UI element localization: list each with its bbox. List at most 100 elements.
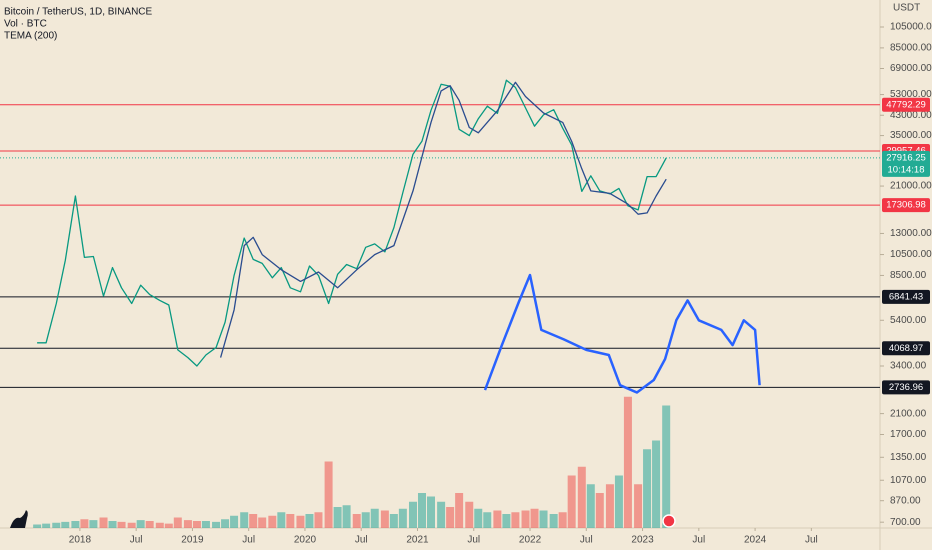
volume-bar: [230, 515, 239, 528]
event-flag[interactable]: [662, 514, 676, 528]
volume-bar: [52, 522, 61, 528]
volume-bar: [183, 520, 192, 528]
level-label: 2736.96: [889, 382, 923, 393]
volume-bar: [42, 523, 51, 528]
y-tick-label: 53000.00: [890, 89, 932, 100]
level-label: 6841.43: [889, 291, 923, 302]
volume-bar: [221, 519, 230, 528]
legend-entry: Vol · BTC: [4, 19, 47, 30]
plot-area: [0, 79, 880, 528]
volume-bar: [408, 501, 417, 528]
y-tick-label: 1070.00: [890, 475, 927, 486]
y-tick-label: 13000.00: [890, 228, 932, 239]
volume-bar: [511, 512, 520, 528]
volume-bar: [446, 507, 455, 528]
x-tick-label: Jul: [692, 535, 705, 546]
volume-bar: [634, 484, 643, 528]
y-tick-label: 1700.00: [890, 429, 927, 440]
volume-bar: [314, 512, 323, 528]
y-tick-label: 3400.00: [890, 361, 927, 372]
volume-bar: [398, 508, 407, 528]
y-tick-label: 10500.00: [890, 249, 932, 260]
volume-bar: [136, 520, 145, 528]
countdown: 10:14:18: [888, 164, 925, 175]
volume-bar: [465, 501, 474, 528]
x-tick-label: Jul: [805, 535, 818, 546]
volume-bar: [342, 505, 351, 528]
volume-bar: [201, 521, 210, 528]
volume-bar: [258, 517, 267, 528]
volume-bar: [567, 475, 576, 528]
volume-bar: [549, 514, 558, 528]
last-price-box: [882, 150, 930, 177]
volume-bar: [296, 515, 305, 528]
volume-bar: [483, 512, 492, 528]
volume-bar: [426, 496, 435, 528]
level-label-box: [882, 289, 930, 304]
volume-bar: [623, 396, 632, 528]
x-tick-label: Jul: [355, 535, 368, 546]
volume-bar: [437, 501, 446, 528]
volume-bar: [389, 514, 398, 528]
level-label: 4068.97: [889, 343, 923, 354]
volume-bar: [652, 440, 661, 528]
level-label-box: [882, 341, 930, 356]
volume-bar: [277, 512, 286, 528]
volume-bar: [539, 510, 548, 528]
volume-bar: [89, 520, 98, 528]
volume-bar: [99, 517, 108, 528]
volume-bar: [173, 517, 182, 528]
level-label-box: [882, 198, 930, 213]
y-tick-label: 21000.00: [890, 181, 932, 192]
x-tick-label: 2020: [294, 535, 317, 546]
last-price-label: 27916.25: [886, 152, 926, 163]
volume-bar: [380, 510, 389, 528]
volume-bar: [605, 484, 614, 528]
series-line: [37, 79, 667, 367]
x-tick-label: Jul: [242, 535, 255, 546]
volume-bar: [212, 521, 221, 528]
volume-bar: [352, 514, 361, 528]
volume-bar: [192, 521, 201, 528]
volume-bar: [577, 466, 586, 528]
volume-bar: [595, 493, 604, 528]
volume-bar: [417, 493, 426, 528]
series-line: [219, 81, 667, 358]
y-tick-label: 1350.00: [890, 452, 927, 463]
y-tick-label: 35000.00: [890, 130, 932, 141]
volume-bar: [474, 508, 483, 528]
volume-bar: [155, 522, 164, 528]
volume-bar: [586, 484, 595, 528]
level-label-box: [882, 97, 930, 112]
x-tick-label: Jul: [580, 535, 593, 546]
level-label-box: [882, 380, 930, 395]
volume-bar: [240, 512, 249, 528]
y-tick-label: 700.00: [890, 517, 921, 528]
volume-bar: [127, 522, 136, 528]
volume-bar: [333, 507, 342, 528]
volume-bar: [145, 521, 154, 528]
x-tick-label: 2023: [631, 535, 654, 546]
y-tick-label: 2100.00: [890, 408, 927, 419]
x-tick-label: Jul: [130, 535, 143, 546]
volume-bar: [108, 521, 117, 528]
volume-bar: [249, 514, 258, 528]
level-label: 47792.29: [886, 99, 926, 110]
volume-bar: [268, 515, 277, 528]
volume-bar: [493, 510, 502, 528]
volume-bar: [164, 523, 173, 528]
volume-bar: [80, 519, 89, 528]
chart-title: Bitcoin / TetherUS, 1D, BINANCE: [4, 7, 153, 18]
y-tick-label: 5400.00: [890, 315, 927, 326]
volume-bar: [521, 510, 530, 528]
volume-bar: [361, 512, 370, 528]
y-tick-label: 85000.00: [890, 43, 932, 54]
volume-bar: [324, 461, 333, 528]
volume-bar: [33, 524, 42, 528]
y-tick-label: 69000.00: [890, 63, 932, 74]
volume-bar: [286, 514, 295, 528]
volume-bar: [558, 512, 567, 528]
volume-bar: [61, 521, 70, 528]
